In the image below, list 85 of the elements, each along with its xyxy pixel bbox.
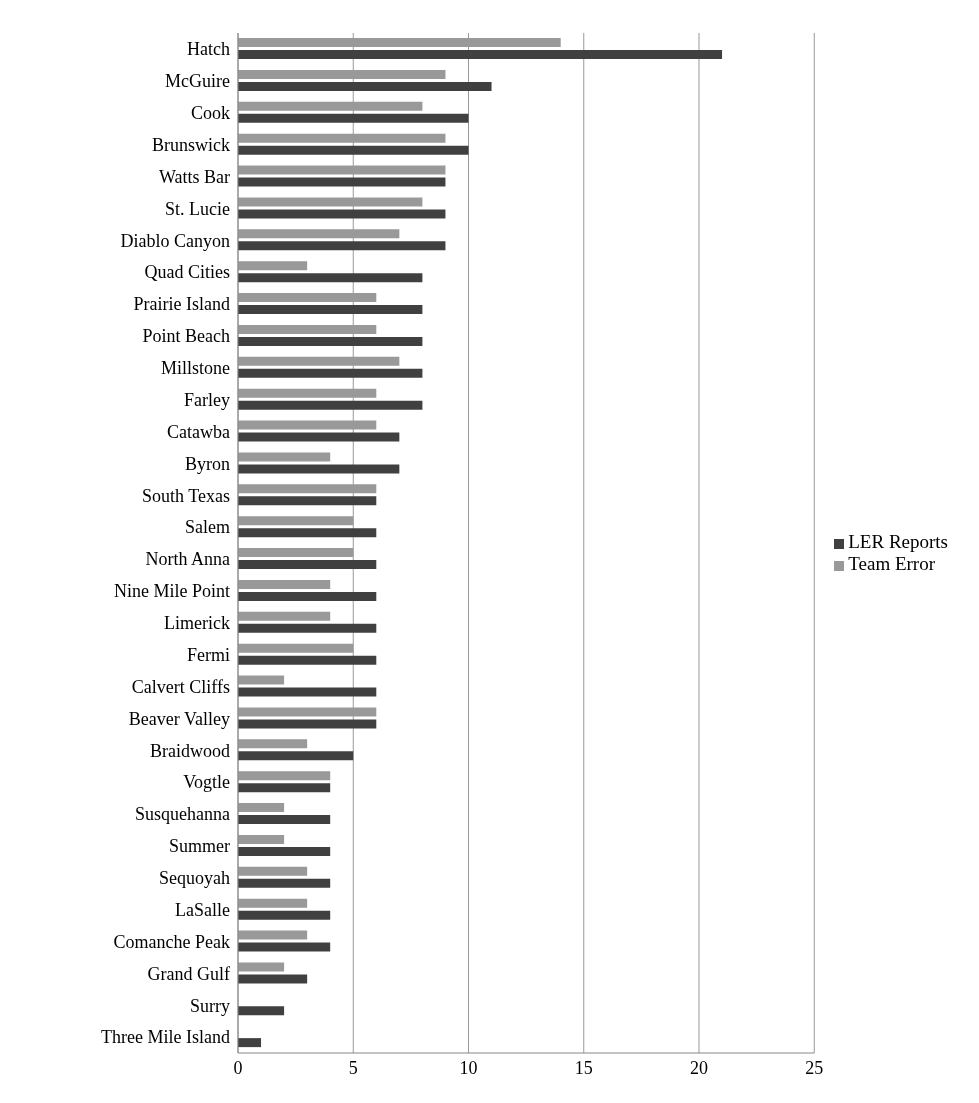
bar [238, 771, 331, 781]
legend-label: Team Error [848, 553, 936, 574]
bar [238, 898, 308, 908]
y-tick-label: Prairie Island [133, 294, 230, 315]
y-tick-label: Vogtle [183, 772, 231, 793]
bar [238, 930, 308, 940]
y-tick-label: Braidwood [150, 740, 230, 761]
x-tick-label: 20 [690, 1057, 708, 1078]
y-tick-label: Millstone [160, 358, 230, 379]
bar [238, 528, 377, 538]
bar [238, 464, 400, 474]
bar [238, 145, 469, 155]
bar [238, 452, 331, 462]
y-tick-label: Point Beach [142, 326, 230, 347]
bar [238, 815, 331, 824]
y-tick-label: North Anna [145, 549, 230, 570]
x-tick-label: 0 [233, 1057, 243, 1078]
y-tick-label: Salem [185, 517, 230, 538]
y-tick-label: Beaver Valley [128, 708, 230, 729]
bar [238, 209, 446, 219]
bar [238, 739, 308, 749]
bar [238, 368, 423, 378]
y-tick-label: McGuire [165, 71, 230, 92]
bar [238, 1038, 262, 1048]
y-tick-label: Catawba [167, 421, 230, 442]
bar [238, 846, 331, 856]
x-tick-label: 10 [459, 1057, 478, 1078]
y-tick-label: Byron [185, 453, 230, 474]
y-tick-label: Sequoyah [159, 868, 230, 889]
bar [238, 878, 331, 888]
bar [238, 591, 377, 601]
bar [238, 675, 285, 685]
bar [238, 751, 354, 761]
y-tick-label: Fermi [187, 644, 230, 665]
bar [238, 942, 331, 952]
bar [238, 687, 377, 697]
x-tick-label: 15 [574, 1057, 593, 1078]
bar [238, 81, 492, 91]
y-tick-label: Calvert Cliffs [131, 676, 230, 697]
bar [238, 910, 331, 920]
bar [238, 305, 423, 314]
bar [238, 261, 308, 271]
legend-label: LER Reports [848, 531, 948, 552]
bar [238, 496, 377, 506]
bar [238, 803, 285, 812]
x-tick-label: 5 [348, 1057, 358, 1078]
y-tick-label: Nine Mile Point [114, 581, 230, 602]
x-tick-label: 25 [805, 1057, 824, 1078]
bar [238, 336, 423, 346]
bar [238, 974, 308, 984]
bar [238, 579, 331, 589]
y-tick-label: Comanche Peak [113, 931, 230, 952]
bar [238, 432, 400, 442]
bar [238, 611, 331, 621]
y-tick-label: St. Lucie [165, 198, 230, 219]
y-tick-label: Hatch [187, 39, 230, 60]
y-tick-label: Susquehanna [135, 804, 231, 825]
y-tick-label: Summer [169, 836, 230, 857]
bar [238, 50, 723, 59]
bar [238, 273, 423, 283]
y-tick-label: Three Mile Island [101, 1027, 230, 1048]
bar [238, 962, 285, 972]
bar [238, 113, 469, 123]
y-tick-label: Surry [190, 995, 230, 1016]
bar [238, 400, 423, 410]
bar [238, 655, 377, 665]
bar [238, 560, 377, 569]
y-tick-label: LaSalle [175, 899, 230, 920]
bar [238, 1006, 285, 1016]
bar [238, 719, 377, 729]
y-tick-label: Quad Cities [144, 262, 230, 283]
bar [238, 866, 308, 876]
bar [238, 623, 377, 633]
y-tick-label: Farley [184, 389, 230, 410]
y-tick-label: Diablo Canyon [120, 230, 230, 251]
y-tick-label: Brunswick [152, 134, 230, 155]
y-tick-label: Watts Bar [158, 166, 230, 187]
bar [238, 241, 446, 251]
y-tick-label: Grand Gulf [147, 963, 230, 984]
bar [238, 783, 331, 793]
bar [238, 177, 446, 187]
y-tick-label: South Texas [142, 485, 230, 506]
y-tick-label: Limerick [164, 613, 230, 634]
bar [238, 834, 285, 844]
y-tick-label: Cook [190, 103, 230, 124]
